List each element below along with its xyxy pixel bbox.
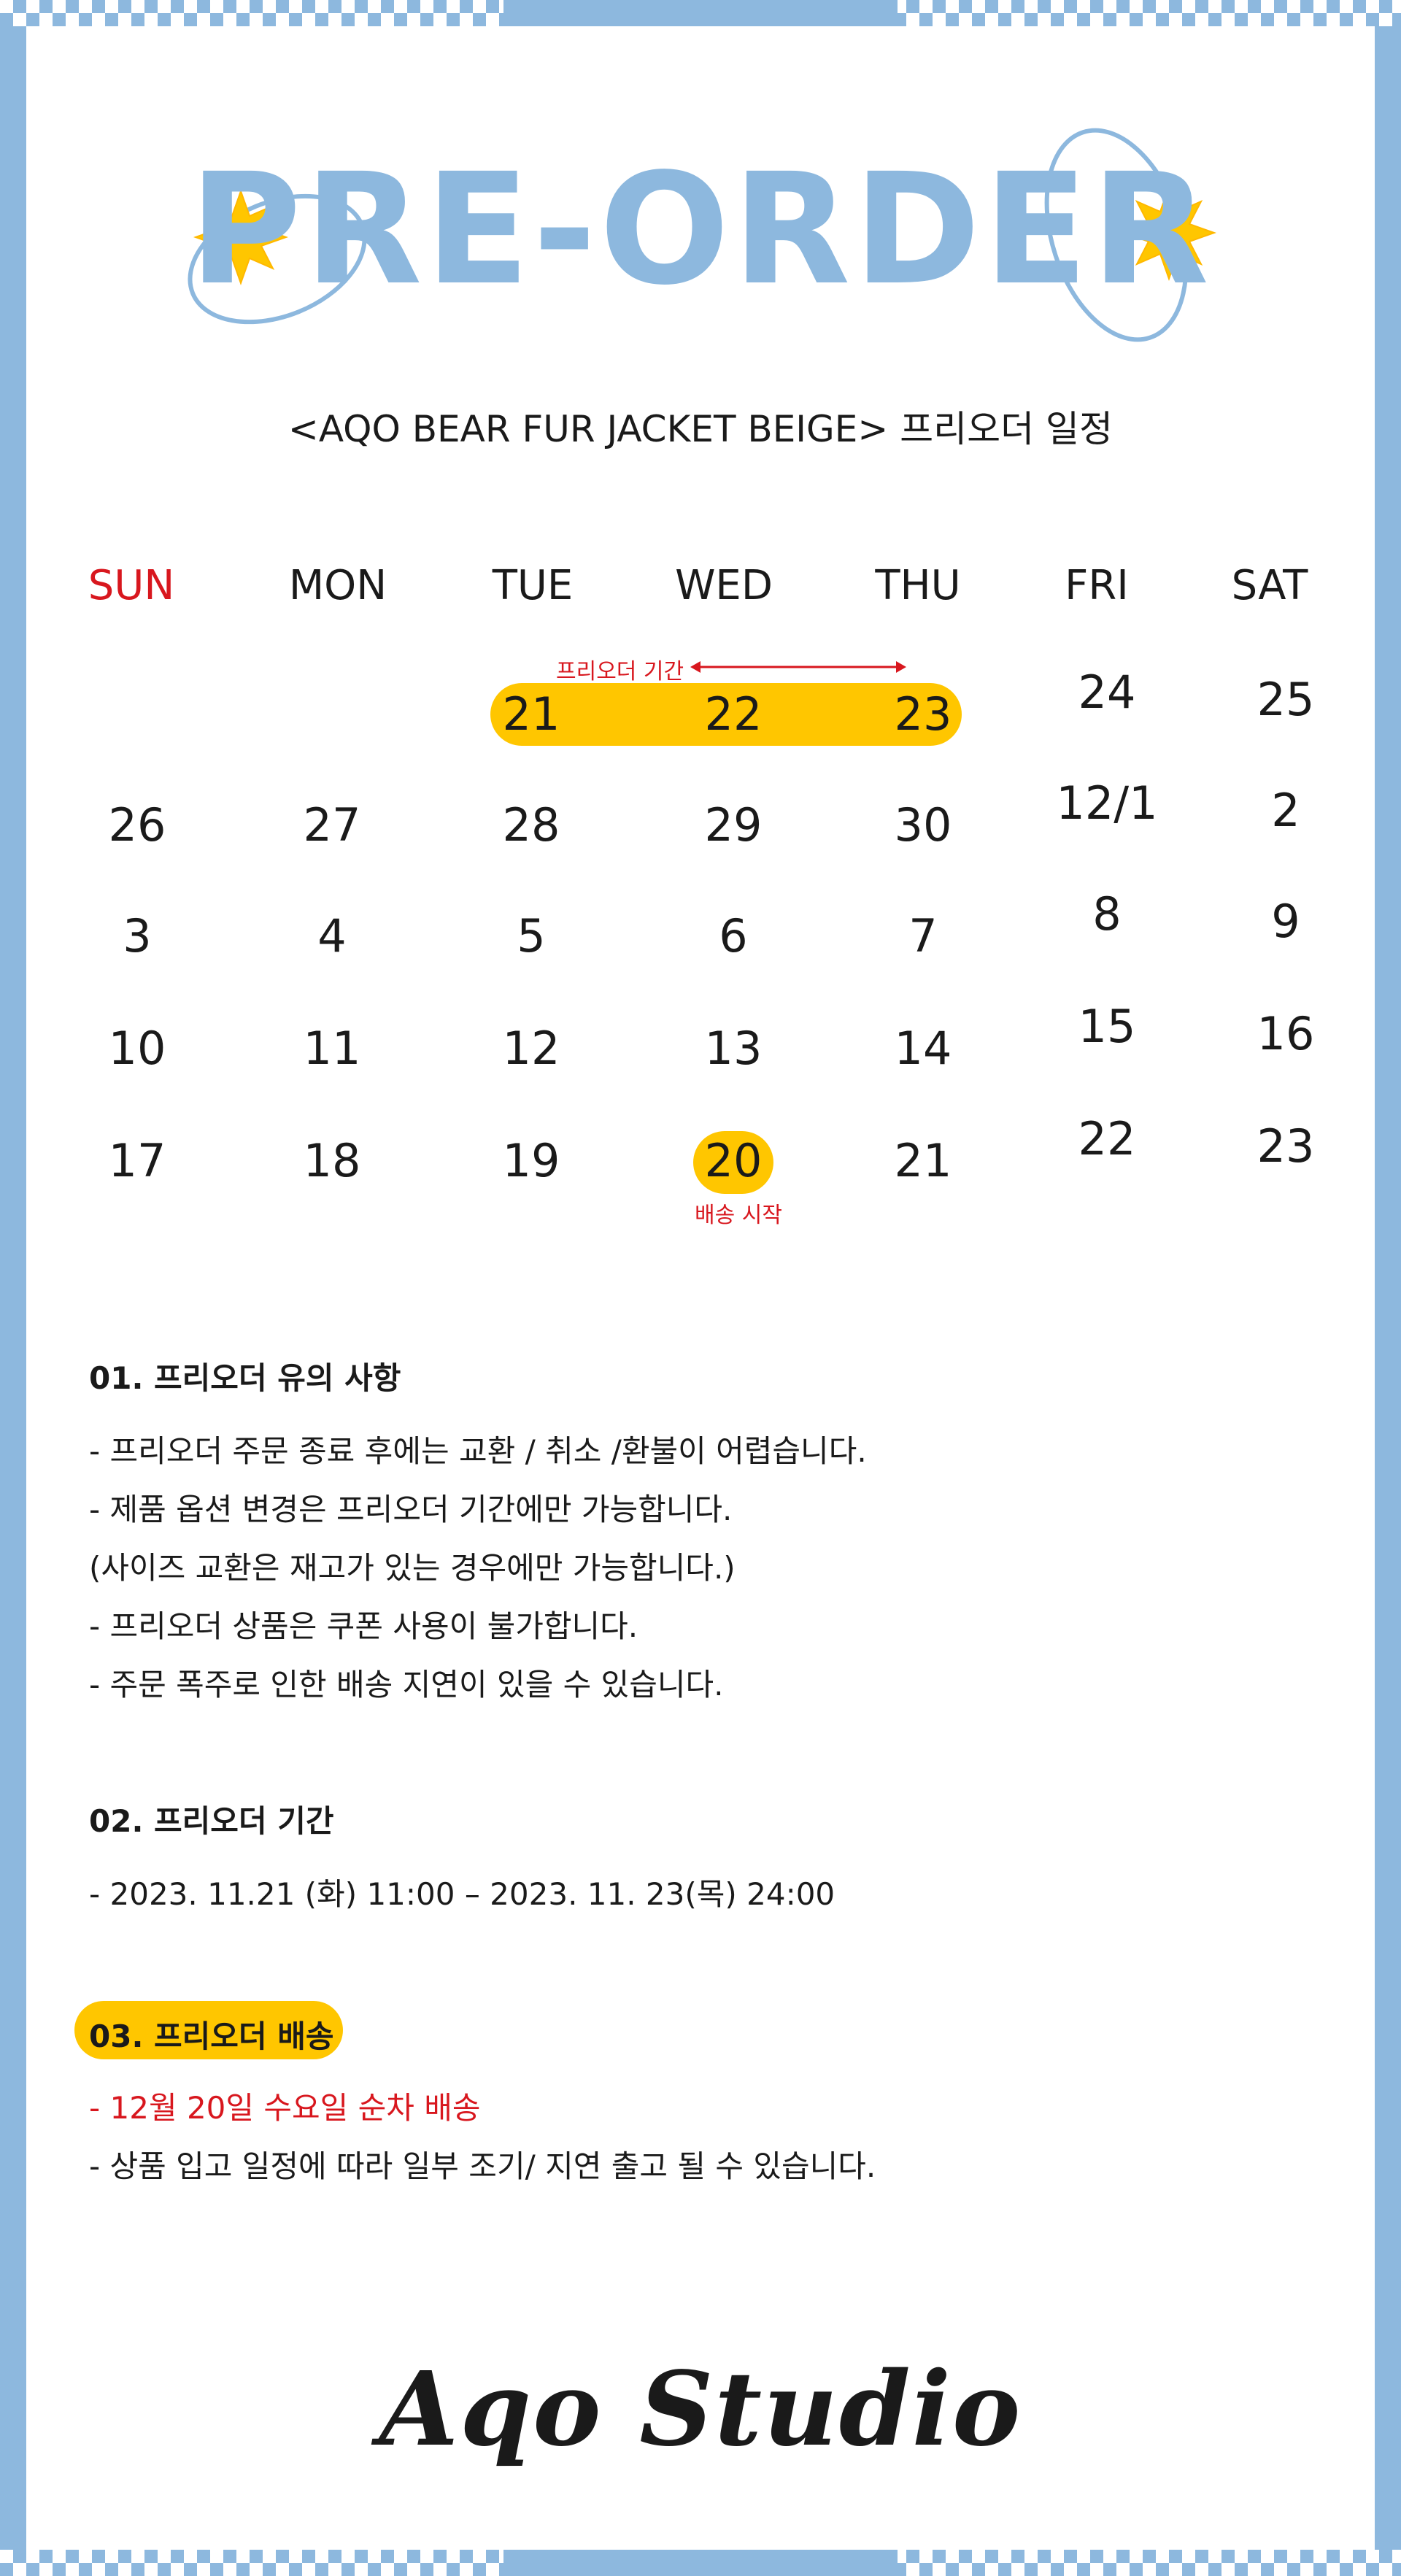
section1-line: - 프리오더 상품은 쿠폰 사용이 불가합니다. [89,1608,638,1644]
calendar-day: 6 [719,909,748,963]
calendar-day: 2 [1271,784,1300,837]
section1-line: - 프리오더 주문 종료 후에는 교환 / 취소 /환불이 어렵습니다. [89,1433,867,1469]
calendar-day: 23 [1257,1119,1315,1173]
calendar-day: 21 [502,687,560,741]
section2-heading: 02. 프리오더 기간 [89,1803,334,1839]
weekday-mon: MON [288,562,387,609]
calendar-day: 12/1 [1056,776,1158,830]
calendar-day: 8 [1092,887,1122,941]
section1-line: - 제품 옵션 변경은 프리오더 기간에만 가능합니다. [89,1492,733,1527]
calendar-day: 23 [894,687,952,741]
calendar-day: 4 [317,909,347,963]
title-decoration [188,128,1217,342]
section3-line-red: - 12월 20일 수요일 순차 배송 [89,2090,481,2126]
calendar-day: 14 [894,1022,952,1075]
calendar-day: 20 [704,1134,763,1187]
section2-line: - 2023. 11.21 (화) 11:00 – 2023. 11. 23(목… [89,1876,835,1912]
calendar-day: 19 [502,1134,560,1187]
preorder-period-highlight [490,683,962,746]
left-star-icon [193,188,289,286]
calendar-day: 7 [908,909,938,963]
calendar-day: 10 [108,1022,166,1075]
calendar-day: 9 [1271,895,1300,948]
preorder-period-arrow [690,661,906,673]
calendar-day: 16 [1257,1007,1315,1060]
top-border-bar [503,0,898,26]
preorder-period-label: 프리오더 기간 [556,659,684,685]
weekday-sun: SUN [88,562,175,609]
calendar-day: 22 [704,687,763,741]
calendar-day: 15 [1078,1000,1136,1053]
section1-line: - 주문 폭주로 인한 배송 지연이 있을 수 있습니다. [89,1667,724,1702]
section3-heading-highlight [74,2001,343,2059]
calendar-day: 5 [517,909,546,963]
section3-heading: 03. 프리오더 배송 [89,2018,334,2054]
section1-heading: 01. 프리오더 유의 사항 [89,1360,401,1396]
calendar-day: 17 [108,1134,166,1187]
ship-start-highlight [693,1131,773,1194]
calendar-day: 18 [303,1134,361,1187]
calendar-day: 24 [1078,666,1136,719]
calendar-day: 11 [303,1022,361,1075]
weekday-tue: TUE [492,562,574,609]
page-subtitle: <AQO BEAR FUR JACKET BEIGE> 프리오더 일정 [287,408,1114,450]
calendar-day: 29 [704,798,763,852]
ship-start-label: 배송 시작 [695,1203,782,1228]
section1-line: (사이즈 교환은 재고가 있는 경우에만 가능합니다.) [89,1550,736,1586]
calendar-day: 27 [303,798,361,852]
calendar-day: 26 [108,798,166,852]
calendar-day: 28 [502,798,560,852]
calendar-day: 13 [704,1022,763,1075]
page-title: PRE-ORDER [189,140,1212,319]
content-frame [26,26,1375,2550]
calendar-day: 21 [894,1134,952,1187]
calendar-day: 3 [123,909,152,963]
weekday-fri: FRI [1065,562,1129,609]
right-star-icon [1121,184,1217,282]
aqo-studio-logo: Aqo Studio [379,2350,1022,2469]
weekday-sat: SAT [1231,562,1308,609]
left-ellipse-decoration [188,193,367,325]
calendar-day: 25 [1257,673,1315,726]
calendar-day: 30 [894,798,952,852]
bottom-border-bar [503,2550,898,2576]
weekday-wed: WED [675,562,773,609]
weekday-thu: THU [875,562,961,609]
calendar-day: 12 [502,1022,560,1075]
section3-line: - 상품 입고 일정에 따라 일부 조기/ 지연 출고 될 수 있습니다. [89,2148,876,2184]
calendar-day: 22 [1078,1112,1136,1165]
